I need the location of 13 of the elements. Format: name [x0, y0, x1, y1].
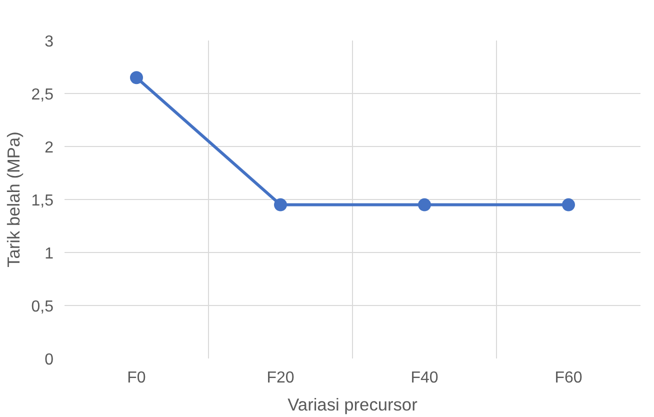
- y-axis-title: Tarik belah (MPa): [3, 132, 24, 268]
- x-axis-title: Variasi precursor: [288, 394, 418, 414]
- y-tick-label: 2,5: [31, 86, 54, 104]
- x-tick-label: F40: [410, 370, 438, 386]
- x-tick-label: F60: [554, 370, 582, 386]
- x-tick-label: F0: [127, 370, 146, 386]
- y-tick-label: 3: [44, 34, 54, 50]
- y-tick-label: 1: [44, 246, 54, 262]
- y-tick-label: 0: [44, 352, 54, 368]
- y-tick-label: 2: [44, 140, 54, 156]
- y-tick-label: 0,5: [31, 298, 54, 316]
- y-tick-label: 1,5: [31, 192, 54, 210]
- x-tick-label: F20: [266, 370, 294, 386]
